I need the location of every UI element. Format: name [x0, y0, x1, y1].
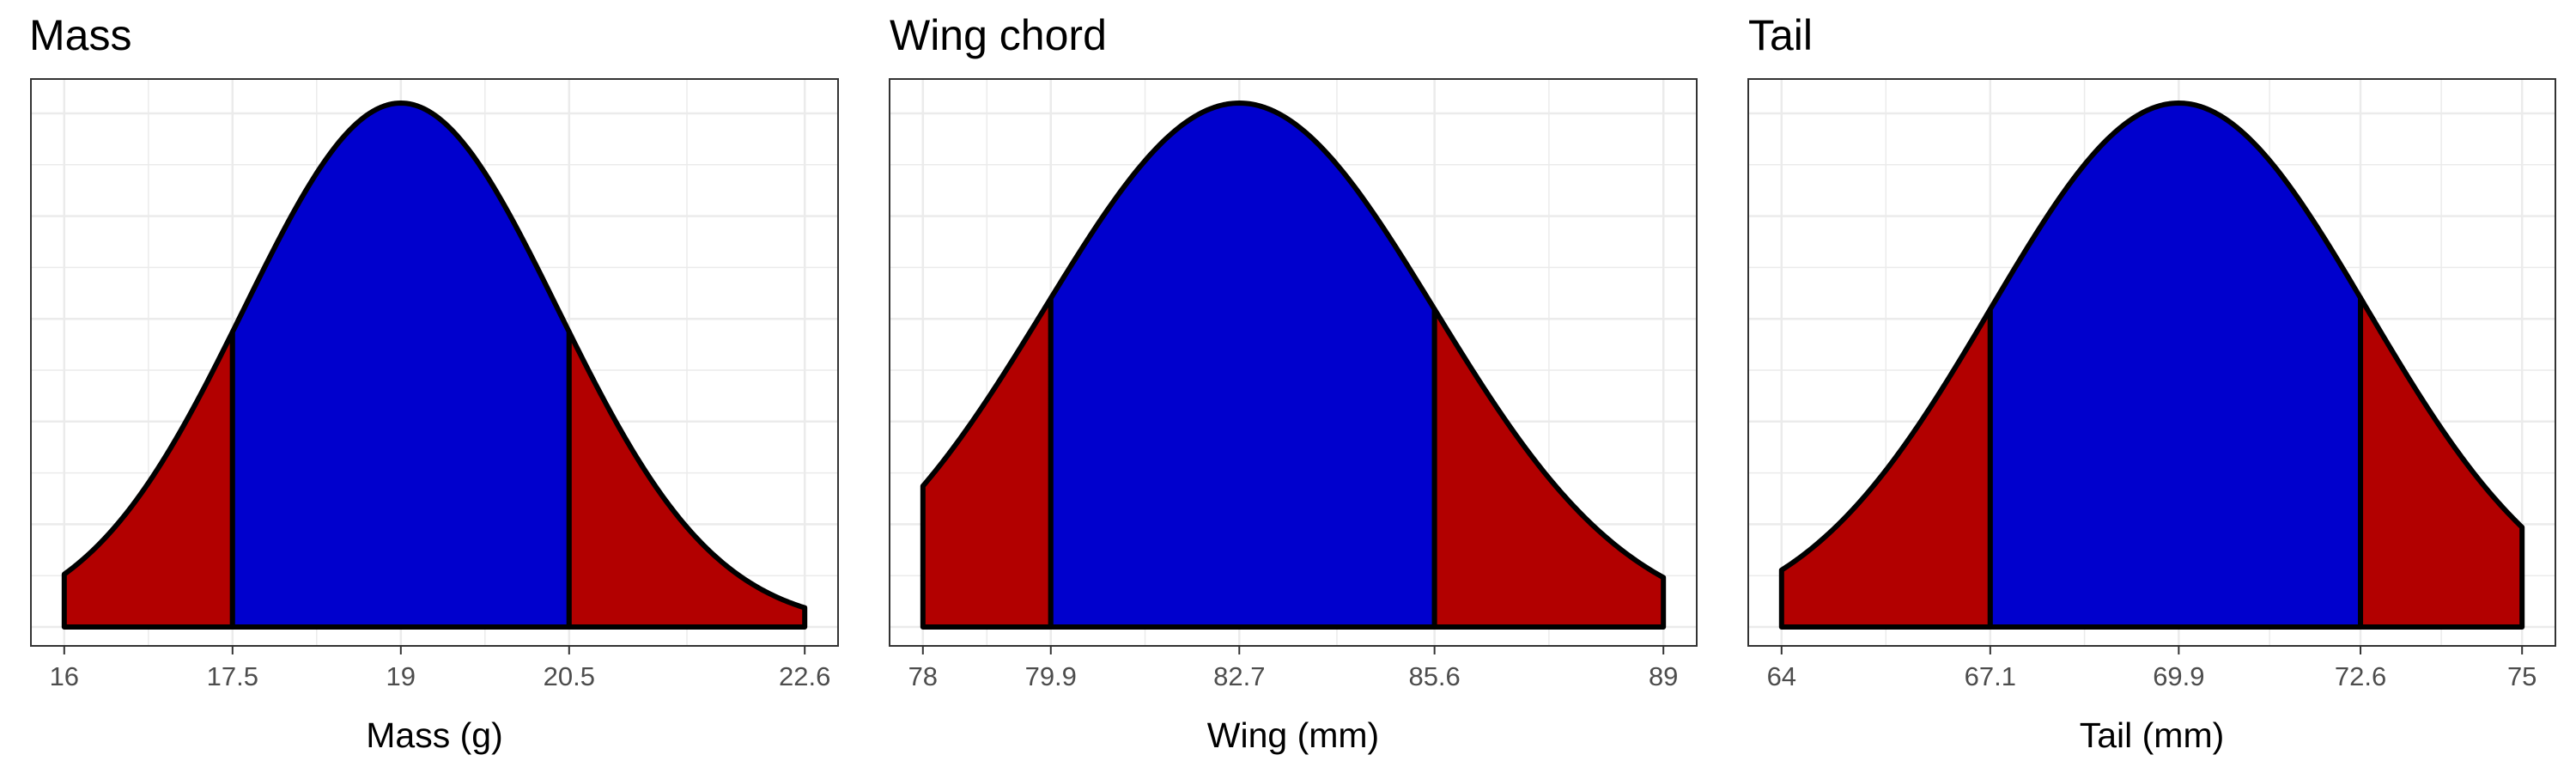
- density-lower-tail: [920, 295, 1054, 630]
- x-tick-label: 79.9: [1025, 661, 1077, 691]
- panel-border: [30, 78, 839, 647]
- x-tick-label: 17.5: [207, 661, 258, 691]
- x-tick-label: 67.1: [1965, 661, 2016, 691]
- x-tick-label: 22.6: [779, 661, 830, 691]
- density-center-region: [229, 100, 572, 630]
- x-tick-label: 82.7: [1213, 661, 1265, 691]
- x-tick-label: 85.6: [1408, 661, 1460, 691]
- density-upper-tail: [1431, 307, 1667, 630]
- x-tick-label: 16: [50, 661, 79, 691]
- x-axis-title: Tail (mm): [2080, 715, 2225, 755]
- x-tick-label: 64: [1767, 661, 1796, 691]
- density-upper-tail: [566, 329, 808, 630]
- density-lower-tail: [61, 329, 235, 630]
- panel-title-tail: Tail: [1748, 11, 1814, 59]
- panel-1: 78 79.9 82.7 85.6 89 Wing (mm): [889, 78, 1698, 755]
- panel-0: 16 17.5 19 20.5 22.6 Mass (g): [30, 78, 839, 755]
- x-tick-label: 19: [386, 661, 416, 691]
- x-tick-label: 20.5: [544, 661, 595, 691]
- density-center-region: [1048, 100, 1437, 630]
- panel-border: [1747, 78, 2556, 647]
- panel-title-wing: Wing chord: [890, 11, 1107, 59]
- density-upper-tail: [2358, 295, 2525, 630]
- panel-2: 64 67.1 69.9 72.6 75 Tail (mm): [1747, 78, 2556, 755]
- density-lower-tail: [1778, 307, 1993, 630]
- x-tick-label: 69.9: [2153, 661, 2204, 691]
- x-tick-label: 89: [1649, 661, 1678, 691]
- x-axis-title: Mass (g): [366, 715, 502, 755]
- x-tick-label: 78: [908, 661, 938, 691]
- density-center-region: [1987, 100, 2364, 630]
- panel-title-mass: Mass: [29, 11, 132, 59]
- x-tick-label: 75: [2507, 661, 2537, 691]
- panel-border: [889, 78, 1698, 647]
- x-tick-label: 72.6: [2335, 661, 2386, 691]
- x-axis-title: Wing (mm): [1207, 715, 1379, 755]
